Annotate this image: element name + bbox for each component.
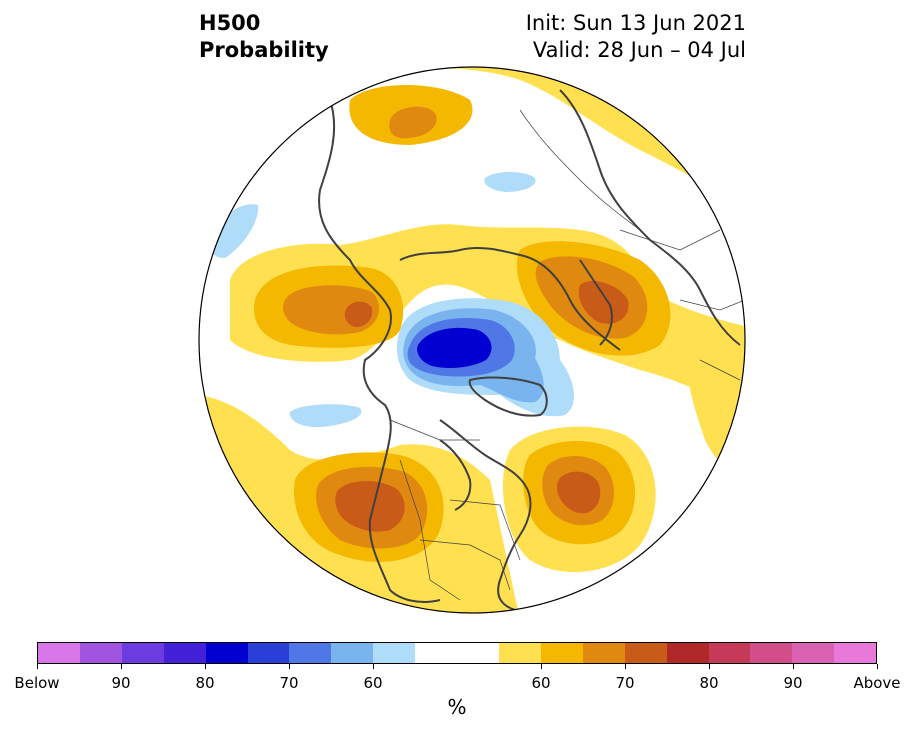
border-1 [519,109,641,231]
colorbar-tick-label: 70 [279,674,299,692]
coastline-arctic [399,246,621,351]
colorbar-tick-label: Below [14,674,60,692]
init-date: Init: Sun 13 Jun 2021 [525,11,746,35]
border-4 [449,499,521,561]
colorbar-tick-label: Above [853,674,901,692]
colorbar-tick-label: 60 [363,674,383,692]
coastline-hudson [439,439,472,511]
below-area-asia [484,172,536,192]
colorbar-tick-label: 80 [699,674,719,692]
above-area-europe-inner [578,280,629,324]
title-line-2: Probability [199,38,329,62]
colorbar [37,642,877,664]
title-line-1: H500 [199,11,261,35]
above-area-top-inner [389,106,437,139]
border-2 [619,229,721,251]
colorbar-segment [582,643,625,663]
border-6 [419,539,511,591]
above-area-west-inner [344,301,373,328]
colorbar-tick-label: 90 [111,674,131,692]
colorbar-segment [457,643,499,663]
date-info: Init: Sun 13 Jun 2021 Valid: 28 Jun – 04… [526,10,746,64]
polar-map [198,66,746,614]
colorbar-tick-label: 70 [615,674,635,692]
coastline-north-america-east [439,419,532,611]
border-8 [699,359,741,381]
colorbar-tick-label: 90 [783,674,803,692]
coastline-greenland [468,376,548,417]
above-area-atlantic-inner [556,471,601,514]
colorbar-segment [38,643,80,663]
colorbar-tick [876,664,878,669]
coastline-asia-east [318,99,441,603]
colorbar-tick [120,664,122,669]
border-5 [389,419,480,441]
colorbar-segment [373,643,416,663]
globe-outline [198,66,746,614]
colorbar-units: % [447,695,467,719]
colorbar-segment [666,643,709,663]
colorbar-tick-label: 80 [195,674,215,692]
colorbar-segment [121,643,164,663]
above-area-north-america-core [335,481,405,532]
colorbar-tick [372,664,374,669]
below-area-pacific [289,404,362,428]
probability-fields [199,67,745,613]
colorbar-segment [540,643,583,663]
colorbar-segment [834,643,877,663]
colorbar-segment [289,643,332,663]
border-7 [679,299,745,311]
below-area-pole-inner [417,327,492,368]
below-area-west-edge [209,204,259,258]
colorbar-tick [288,664,290,669]
border-3 [399,459,461,601]
valid-period: Valid: 28 Jun – 04 Jul [532,38,746,62]
political-borders [389,109,745,601]
colorbar-tick [792,664,794,669]
colorbar-segment [624,643,667,663]
colorbar-tick-label: 60 [531,674,551,692]
map-title: H500 Probability [199,10,329,64]
colorbar-segment [205,643,248,663]
colorbar-segment [163,643,206,663]
colorbar-segment [708,643,751,663]
colorbar-tick [204,664,206,669]
colorbar-segment [331,643,374,663]
colorbar-segment [792,643,835,663]
colorbar-segment [750,643,793,663]
colorbar-segment [498,643,541,663]
colorbar-tick [36,664,38,669]
coastline-scandinavia [579,259,613,346]
colorbar-segment [247,643,290,663]
colorbar-segment [79,643,122,663]
colorbar-tick [624,664,626,669]
colorbar-segment [415,643,458,663]
colorbar-tick [708,664,710,669]
colorbar-tick [540,664,542,669]
